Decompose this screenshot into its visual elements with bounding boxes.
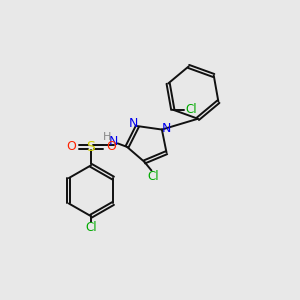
- Text: S: S: [87, 140, 95, 154]
- Text: O: O: [106, 140, 116, 153]
- Text: O: O: [66, 140, 76, 153]
- Text: N: N: [129, 117, 138, 130]
- Text: Cl: Cl: [85, 221, 97, 234]
- Text: Cl: Cl: [185, 103, 197, 116]
- Text: N: N: [109, 135, 119, 148]
- Text: H: H: [103, 132, 111, 142]
- Text: Cl: Cl: [147, 170, 159, 183]
- Text: N: N: [162, 122, 171, 135]
